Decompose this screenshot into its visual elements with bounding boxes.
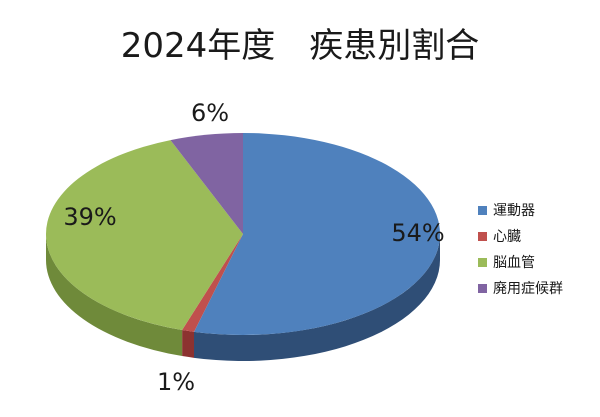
slice-3 — [46, 140, 244, 331]
slice-1-label: 54% — [391, 219, 444, 247]
slice-1 — [194, 133, 440, 335]
legend-swatch — [478, 206, 487, 215]
slice-3-label: 39% — [63, 203, 116, 231]
legend-label: 廃用症候群 — [493, 280, 563, 297]
legend-item-1: 運動器 — [478, 203, 535, 219]
data-labels: 54% 1% 39% 6% — [63, 99, 444, 396]
slice-2-label: 1% — [157, 368, 195, 396]
pie-group — [46, 133, 440, 361]
slice-3-side — [46, 234, 183, 357]
legend-label: 運動器 — [493, 203, 535, 219]
slice-2-side — [182, 330, 195, 358]
slice-2 — [182, 234, 243, 332]
legend-swatch — [478, 284, 487, 293]
legend-swatch — [478, 258, 487, 267]
slice-4 — [170, 133, 243, 234]
legend-item-2: 心臓 — [478, 229, 521, 245]
slice-4-label: 6% — [191, 99, 229, 127]
legend-label: 脳血管 — [493, 255, 535, 271]
pie-side-walls — [46, 234, 440, 361]
slice-1-side — [194, 234, 440, 361]
chart-title: 2024年度 疾患別割合 — [121, 26, 480, 66]
legend-item-4: 廃用症候群 — [478, 280, 563, 297]
legend-item-3: 脳血管 — [478, 255, 535, 271]
legend-label: 心臓 — [493, 229, 521, 245]
legend-swatch — [478, 232, 487, 241]
